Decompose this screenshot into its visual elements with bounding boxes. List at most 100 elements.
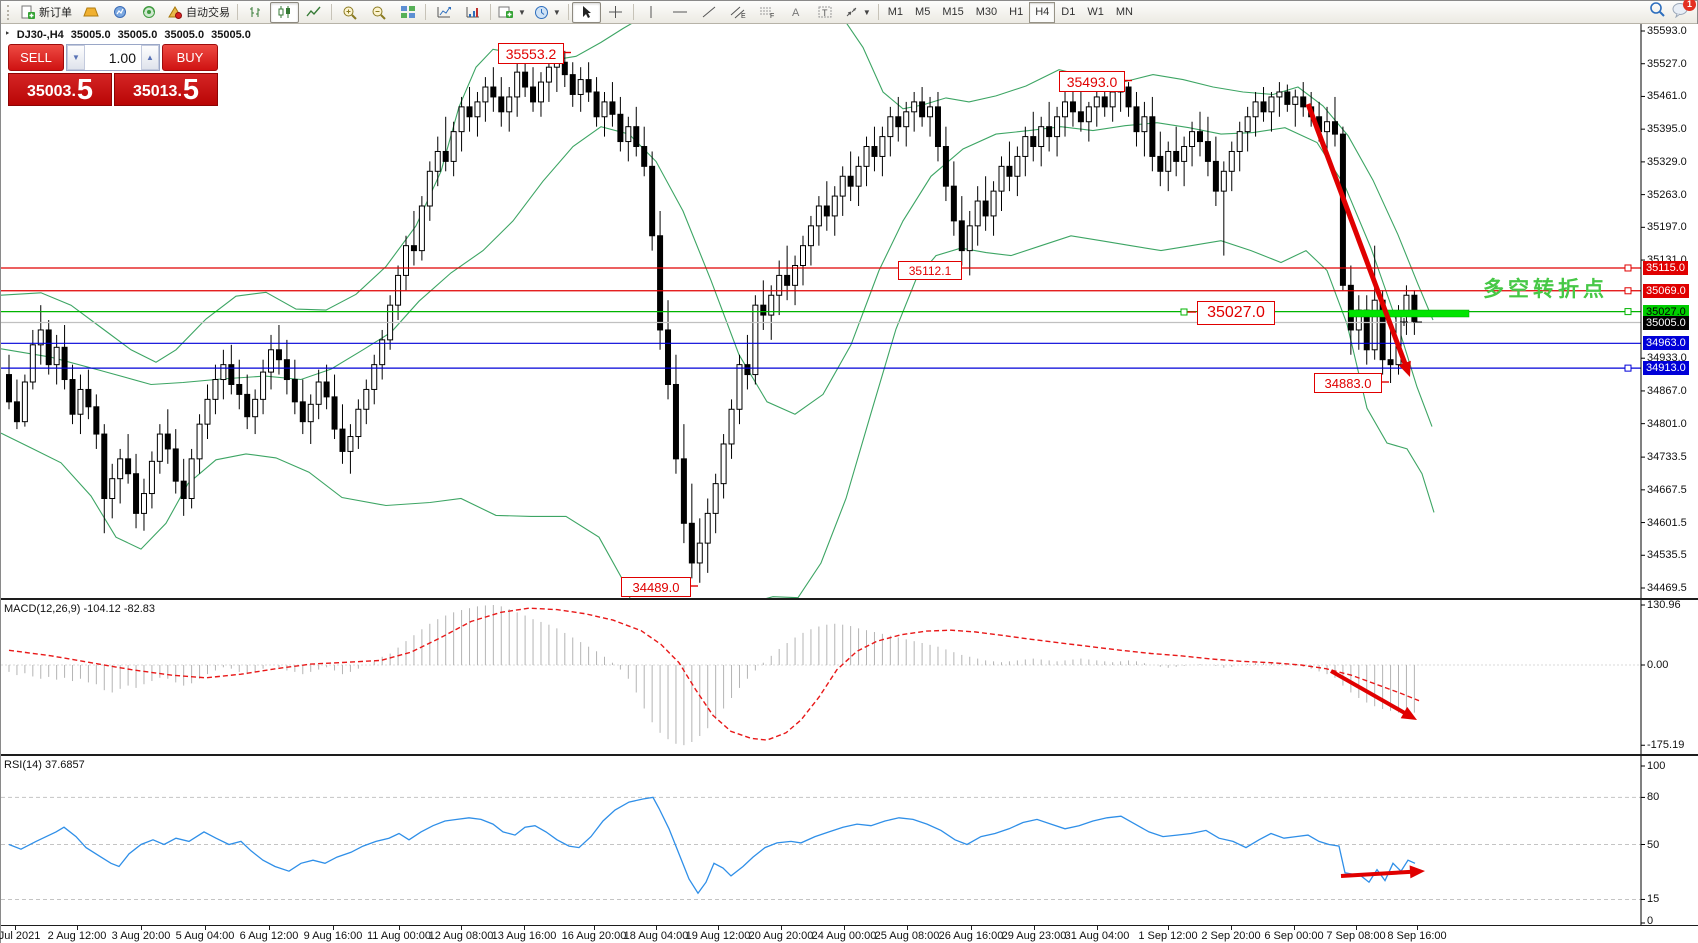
volume-down-button[interactable]: ▼ — [67, 45, 85, 70]
trend-arrow-main[interactable] — [1305, 103, 1409, 369]
hline-handle[interactable] — [1624, 364, 1632, 372]
notifications-button[interactable]: 1 — [1672, 0, 1696, 23]
tab-timeframe-M30[interactable]: M30 — [975, 6, 998, 18]
arrows-dropdown[interactable]: ▼ — [862, 7, 871, 17]
candle-body — [585, 79, 592, 93]
candle-body — [156, 433, 163, 462]
candle-body — [371, 364, 378, 390]
candle-body — [101, 433, 108, 500]
crosshair-tool-button[interactable] — [601, 2, 630, 23]
sell-price[interactable]: 35003. 5 — [8, 73, 112, 106]
time-label: 19 Aug 12:00 — [685, 930, 751, 942]
turning-point-annotation[interactable]: 多空转折点 — [1483, 278, 1608, 301]
hline-handle[interactable] — [1624, 308, 1632, 316]
green-support-bar[interactable] — [1348, 309, 1470, 318]
volume-value[interactable]: 1.00 — [108, 49, 136, 66]
time-tick — [844, 926, 845, 930]
rsi-panel[interactable]: RSI(14) 37.6857 100 80 50 15 0 — [1, 754, 1698, 925]
new-chart-dropdown[interactable]: ▼ — [518, 7, 526, 17]
time-axis[interactable]: 0 Jul 2021 2 Aug 12:00 3 Aug 20:00 5 Aug 04… — [0, 925, 1698, 943]
candle-body — [871, 146, 878, 157]
text-tool-button[interactable]: A — [782, 2, 811, 23]
candle-body — [148, 460, 155, 495]
signal-button[interactable] — [134, 2, 163, 23]
cursor-tool-button[interactable] — [571, 1, 601, 23]
candle-body — [220, 364, 227, 381]
candle-chart-button[interactable] — [270, 1, 299, 23]
sell-price-main: 35003. — [26, 83, 76, 100]
vline-tool-button[interactable] — [637, 2, 666, 23]
toolbar-grip[interactable] — [7, 4, 14, 20]
candle-body — [426, 170, 433, 207]
trendline-tool-button[interactable] — [695, 2, 724, 23]
macd-panel[interactable]: MACD(12,26,9) -104.12 -82.83 130.96 0.00 -… — [1, 598, 1698, 754]
new-chart-button[interactable]: ▼ — [494, 2, 530, 23]
new-order-button[interactable]: 新订单 — [17, 2, 76, 23]
tile-windows-button[interactable] — [393, 2, 422, 23]
tab-timeframe-MN[interactable]: MN — [1115, 6, 1133, 18]
candle-body — [903, 111, 910, 128]
price-flag-35553.2[interactable]: 35553.2 — [498, 43, 564, 64]
search-icon[interactable] — [1649, 1, 1666, 23]
candle-body — [1085, 106, 1092, 123]
candle-body — [1371, 299, 1378, 351]
tab-timeframe-H4[interactable]: H4 — [1029, 1, 1056, 23]
bar-chart-button[interactable] — [241, 2, 270, 23]
main-chart-panel[interactable]: ‣ DJ30-,H4 35005.0 35005.0 35005.0 35005… — [1, 24, 1698, 598]
zoom-out-button[interactable] — [364, 2, 393, 23]
candle-body — [760, 304, 767, 316]
price-tick: 35263.0 — [1647, 188, 1687, 201]
price-flag-35112.1[interactable]: 35112.1 — [898, 261, 962, 280]
price-flag-34489.0[interactable]: 34489.0 — [621, 577, 691, 597]
hline-handle[interactable] — [1624, 287, 1632, 295]
time-label: 7 Sep 08:00 — [1326, 930, 1386, 942]
volume-up-button[interactable]: ▲ — [141, 45, 159, 70]
price-flag-34883.0[interactable]: 34883.0 — [1314, 373, 1382, 393]
buy-price[interactable]: 35013. 5 — [114, 73, 218, 106]
price-tick: 35395.0 — [1647, 123, 1687, 136]
candle-body — [331, 396, 338, 430]
crosshair-icon — [608, 5, 623, 19]
trend-arrow-macd[interactable] — [1330, 669, 1409, 717]
fibonacci-tool-button[interactable]: F — [753, 2, 782, 23]
price-flag-35027.0[interactable]: 35027.0 — [1197, 301, 1275, 325]
candle-body — [609, 101, 616, 115]
bar-chart-icon — [248, 5, 264, 19]
tab-timeframe-H1[interactable]: H1 — [1009, 6, 1024, 18]
tab-timeframe-M1[interactable]: M1 — [887, 6, 904, 18]
time-tick — [656, 926, 657, 930]
line-chart-button[interactable] — [299, 2, 328, 23]
tab-timeframe-M15[interactable]: M15 — [942, 6, 964, 18]
tab-timeframe-D1[interactable]: D1 — [1061, 6, 1076, 18]
tab-timeframe-M5[interactable]: M5 — [915, 6, 931, 18]
buy-button[interactable]: BUY — [162, 44, 218, 71]
trend-arrow-rsi[interactable] — [1340, 869, 1415, 878]
zoom-in-button[interactable] — [335, 2, 364, 23]
step-forward-button[interactable] — [458, 2, 487, 23]
candle-body — [1347, 284, 1354, 331]
hline-tool-button[interactable] — [666, 2, 695, 23]
bollinger-upper — [1, 24, 1434, 363]
candle-body — [847, 175, 854, 187]
channel-tool-button[interactable]: E — [724, 2, 753, 23]
price-flag-35493.0[interactable]: 35493.0 — [1059, 71, 1125, 92]
candle-body — [688, 522, 695, 564]
candle-body — [1062, 101, 1069, 118]
gold-button[interactable] — [76, 2, 105, 23]
candle-body — [466, 106, 473, 118]
hline-handle[interactable] — [1624, 264, 1632, 272]
candle-body — [593, 91, 600, 118]
period-button[interactable]: ▼ — [530, 2, 565, 23]
arrows-tool-button[interactable]: ▼ — [840, 2, 875, 23]
time-tick — [524, 926, 525, 930]
arrange-charts-button[interactable] — [429, 2, 458, 23]
sell-button[interactable]: SELL — [8, 44, 64, 71]
period-dropdown[interactable]: ▼ — [552, 7, 561, 17]
tab-timeframe-W1[interactable]: W1 — [1087, 6, 1104, 18]
auto-trade-button[interactable]: 自动交易 — [163, 2, 234, 23]
label-tool-button[interactable]: T — [811, 2, 840, 23]
time-label: 20 Aug 20:00 — [748, 930, 814, 942]
market-watch-button[interactable] — [105, 2, 134, 23]
svg-text:A: A — [792, 7, 800, 19]
candle-body — [879, 136, 886, 157]
